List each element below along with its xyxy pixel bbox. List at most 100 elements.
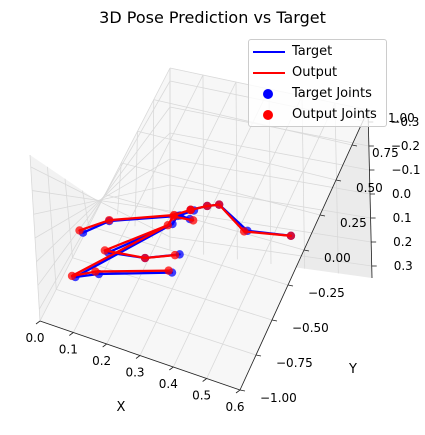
x-tick-mark-3: [135, 355, 141, 359]
legend: Target Output Target Joints Output Joint…: [248, 39, 387, 127]
output-bone-8: [108, 213, 176, 222]
output-bone-9: [78, 218, 111, 232]
output-bone-4: [217, 203, 246, 233]
y-tick-mark-6: [335, 179, 342, 182]
grid-line-z-4: [33, 184, 171, 215]
pane-x-wall: [30, 68, 170, 321]
output-joint-7: [75, 226, 84, 235]
y-tick-label-2: −0.50: [292, 321, 329, 335]
x-axis-label: X: [117, 400, 126, 415]
output-bone-11: [103, 224, 169, 252]
output-joint-4: [169, 212, 178, 221]
x-tick-mark-5: [202, 378, 207, 382]
grid-line-z-wall-2: [169, 132, 370, 171]
legend-swatch-output: [253, 72, 285, 75]
y-tick-label-6: 0.50: [356, 181, 383, 195]
output-bone-12: [103, 249, 147, 260]
y-axis-label: Y: [348, 362, 357, 377]
output-joint-12: [67, 271, 77, 281]
x-tick-mark-0: [35, 320, 41, 325]
z-tick-label-6: 0.3: [394, 259, 413, 273]
output-joint-11: [170, 250, 180, 260]
grid-line-z-6: [30, 166, 171, 238]
x-tick-mark-6: [235, 389, 241, 394]
x-tick-label-3: 0.3: [125, 366, 144, 380]
z-tick-label-3: 0.0: [392, 187, 411, 201]
output-bone-5: [242, 230, 293, 237]
x-tick-label-5: 0.5: [192, 389, 211, 403]
legend-label-target: Target: [292, 44, 333, 59]
y-tick-mark-5: [319, 214, 326, 217]
legend-entry-target: Target: [249, 42, 388, 62]
output-joint-9: [100, 246, 110, 255]
chart-title: 3D Pose Prediction vs Target: [99, 8, 326, 27]
grid-line-y-1: [56, 288, 257, 356]
legend-label-output-joints: Output Joints: [292, 107, 377, 122]
pose-marks: [67, 200, 296, 282]
grid-line-z-5: [32, 190, 171, 212]
legend-label-target-joints: Target Joints: [292, 86, 372, 101]
target-bone-14: [74, 222, 174, 279]
legend-swatch-target-joints: [263, 89, 273, 99]
y-tick-mark-4: [303, 249, 310, 252]
output-joint-16: [214, 200, 224, 209]
z-tick-label-0: −0.3: [390, 115, 419, 129]
target-bone-9: [81, 219, 111, 234]
grid-line-z-wall-3: [169, 158, 371, 195]
z-tick-label-5: 0.2: [393, 235, 412, 249]
legend-swatch-output-joints: [263, 110, 273, 120]
y-tick-mark-3: [287, 284, 294, 287]
target-bone-16: [97, 271, 174, 276]
output-joint-2: [286, 231, 296, 240]
grid-line-y-5: [121, 162, 321, 216]
output-joint-14: [164, 266, 173, 275]
pane-floor: [40, 68, 368, 390]
legend-label-output: Output: [292, 65, 338, 80]
output-joint-17: [186, 205, 195, 215]
z-tick-label-4: 0.1: [393, 211, 412, 225]
y-tick-label-0: −1.00: [260, 391, 297, 405]
x-tick-label-2: 0.2: [92, 354, 111, 368]
z-tick-label-1: −0.2: [391, 139, 420, 153]
y-tick-mark-0: [239, 389, 246, 392]
legend-entry-output-joints: Output Joints: [249, 105, 388, 125]
y-tick-label-7: 0.75: [372, 146, 399, 160]
grid-line-z-wall-6: [169, 236, 372, 267]
grid-line-y-3: [88, 225, 289, 286]
output-bone-13: [143, 253, 177, 260]
x-tick-mark-4: [169, 366, 174, 371]
x-tick-label-1: 0.1: [59, 343, 78, 357]
output-joint-10: [140, 253, 150, 263]
grid-line-z-3: [34, 158, 171, 239]
x-tick-label-4: 0.4: [159, 377, 178, 391]
x-tick-mark-1: [69, 332, 74, 336]
legend-entry-target-joints: Target Joints: [249, 84, 388, 104]
grid-line-z-wall-4: [169, 184, 371, 219]
x-tick-label-0: 0.0: [25, 331, 44, 345]
y-tick-mark-7: [351, 144, 358, 147]
output-joint-8: [163, 221, 173, 230]
z-tick-label-2: −0.1: [391, 163, 420, 177]
output-joint-13: [91, 267, 100, 276]
tick-labels: 0.0 0.1 0.2 0.3 0.4 0.5 0.6 −1.00 −0.75 −0.50 −0.2…: [25, 109, 421, 414]
output-bone-14: [70, 224, 169, 278]
output-bone-16: [94, 269, 170, 273]
grid-line-z-wall-5: [169, 210, 372, 243]
grid-line-y-6: [137, 130, 337, 181]
y-tick-mark-2: [271, 319, 278, 322]
x-tick-mark-2: [102, 343, 107, 348]
output-joint-15: [202, 201, 212, 211]
grid-line-y-4: [104, 194, 305, 251]
output-joint-1: [239, 227, 249, 236]
series-output: [67, 200, 296, 281]
y-tick-label-5: 0.25: [340, 216, 367, 230]
y-tick-mark-1: [255, 354, 262, 357]
y-tick-label-4: 0.00: [324, 251, 351, 265]
grid-line-y-2: [72, 257, 273, 321]
output-joint-5: [189, 216, 198, 225]
x-tick-label-6: 0.6: [225, 400, 244, 414]
grid-line-z-2: [36, 132, 171, 263]
y-tick-label-3: −0.25: [308, 286, 345, 300]
